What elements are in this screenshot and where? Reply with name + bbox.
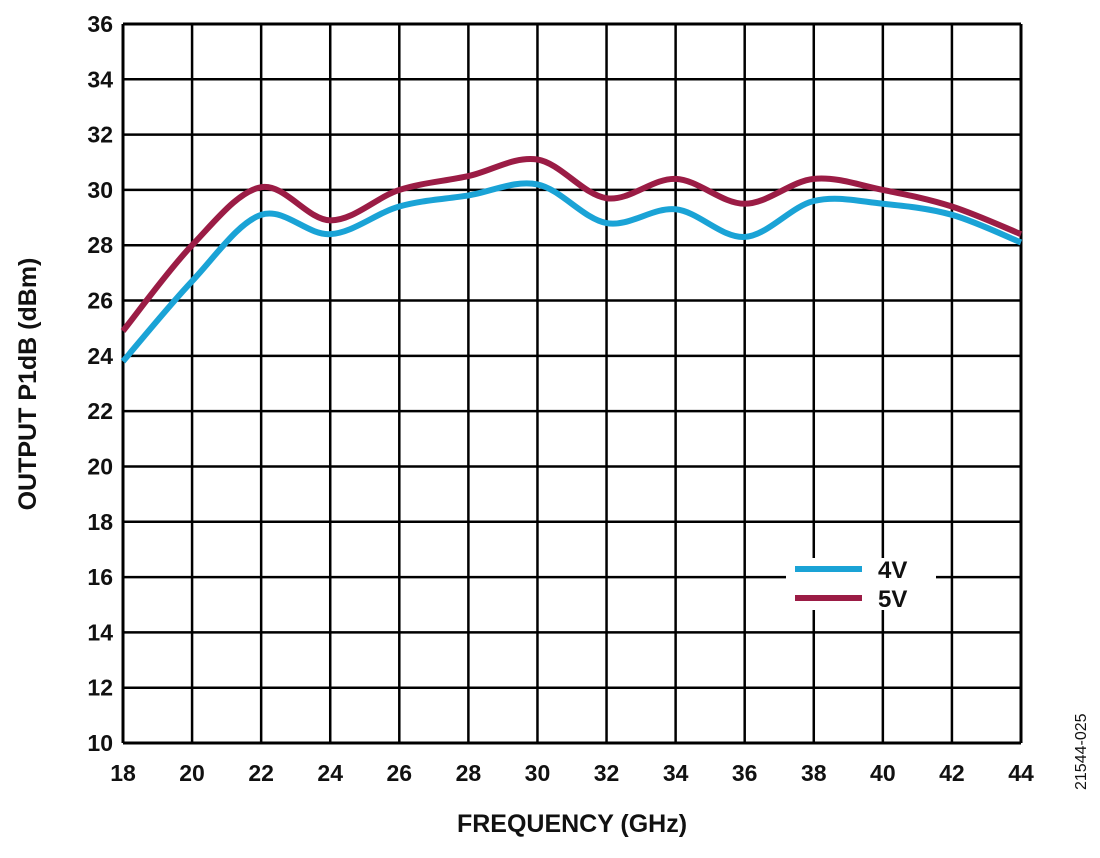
- x-axis-label: FREQUENCY (GHz): [457, 810, 687, 838]
- y-tick-label: 10: [87, 730, 113, 756]
- y-tick-label: 30: [87, 177, 113, 203]
- x-tick-label: 30: [525, 760, 551, 786]
- y-tick-label: 26: [87, 288, 113, 314]
- legend-label-5v: 5V: [878, 586, 907, 613]
- series-line-4v: [120, 180, 1023, 364]
- x-tick-label: 40: [870, 760, 896, 786]
- y-tick-label: 24: [87, 343, 113, 369]
- y-tick-label: 34: [87, 66, 113, 92]
- x-tick-label: 44: [1008, 760, 1034, 786]
- x-tick-label: 32: [594, 760, 620, 786]
- y-tick-label: 28: [87, 232, 113, 258]
- y-tick-label: 14: [87, 619, 113, 645]
- x-tick-label: 28: [456, 760, 482, 786]
- series-line-5v: [120, 155, 1023, 333]
- y-tick-label: 12: [87, 675, 113, 701]
- x-tick-label: 22: [248, 760, 274, 786]
- x-tick-label: 26: [387, 760, 413, 786]
- x-tick-label: 18: [110, 760, 136, 786]
- x-tick-label: 34: [663, 760, 689, 786]
- legend-label-4v: 4V: [878, 557, 907, 584]
- x-tick-label: 36: [732, 760, 758, 786]
- y-tick-label: 16: [87, 564, 113, 590]
- y-tick-label: 18: [87, 509, 113, 535]
- y-tick-label: 32: [87, 122, 113, 148]
- x-tick-label: 42: [939, 760, 965, 786]
- figure-id: 21544-025: [1073, 713, 1090, 790]
- x-tick-label: 24: [317, 760, 343, 786]
- grid: [121, 22, 1023, 745]
- tick-labels: 18 20 22 24 26 28 30 32 34 36 38 40 42 44 10 12 14 16 18 20…: [87, 11, 1034, 786]
- x-tick-label: 20: [179, 760, 205, 786]
- y-tick-label: 20: [87, 453, 113, 479]
- legend: 4V 5V: [786, 557, 936, 613]
- series-lines: [120, 155, 1023, 364]
- x-tick-label: 38: [801, 760, 827, 786]
- y-axis-label: OUTPUT P1dB (dBm): [14, 258, 42, 511]
- legend-box: [786, 558, 936, 610]
- y-tick-label: 36: [87, 11, 113, 37]
- y-tick-label: 22: [87, 398, 113, 424]
